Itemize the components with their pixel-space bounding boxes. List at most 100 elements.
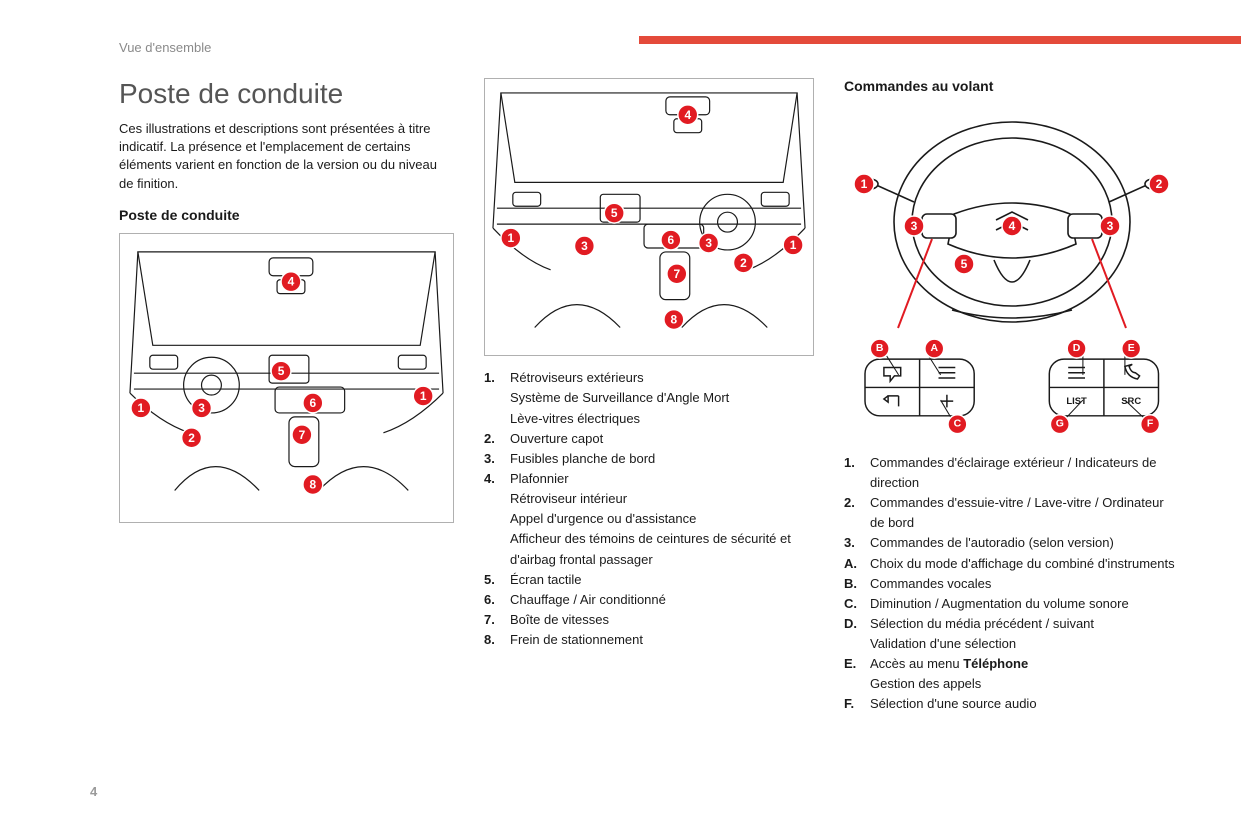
callout-item: 1.Rétroviseurs extérieursSystème de Surv…	[484, 368, 814, 428]
callout-item: 5.Écran tactile	[484, 570, 814, 590]
callout-item: C.Diminution / Augmentation du volume so…	[844, 594, 1179, 614]
callout-line: Plafonnier	[510, 469, 814, 489]
callout-item: A.Choix du mode d'affichage du combiné d…	[844, 554, 1179, 574]
svg-text:4: 4	[684, 108, 691, 122]
callout-marker: 1.	[844, 453, 870, 493]
svg-text:6: 6	[668, 233, 675, 247]
callout-body: Rétroviseurs extérieursSystème de Survei…	[510, 368, 814, 428]
callout-line: Diminution / Augmentation du volume sono…	[870, 594, 1179, 614]
svg-text:E: E	[1127, 343, 1134, 354]
callout-line: Sélection du média précédent / suivant	[870, 614, 1179, 634]
callout-body: Sélection du média précédent / suivantVa…	[870, 614, 1179, 654]
callout-line: Commandes de l'autoradio (selon version)	[870, 533, 1179, 553]
callout-line: Frein de stationnement	[510, 630, 814, 650]
column-1: Poste de conduite Ces illustrations et d…	[119, 78, 454, 715]
callout-item: D.Sélection du média précédent / suivant…	[844, 614, 1179, 654]
callout-item: E.Accès au menu TéléphoneGestion des app…	[844, 654, 1179, 694]
svg-text:3: 3	[911, 219, 918, 233]
callout-body: Fusibles planche de bord	[510, 449, 814, 469]
callout-marker: F.	[844, 694, 870, 714]
callout-marker: C.	[844, 594, 870, 614]
svg-text:7: 7	[674, 267, 681, 281]
control-pad-left-figure: B A C	[844, 336, 1002, 437]
col3-subhead: Commandes au volant	[844, 78, 1179, 94]
header-accent-bar	[639, 36, 1241, 44]
callout-body: Choix du mode d'affichage du combiné d'i…	[870, 554, 1179, 574]
svg-text:8: 8	[310, 477, 317, 491]
page-body: Poste de conduite Ces illustrations et d…	[119, 78, 1169, 715]
callout-marker: 1.	[484, 368, 510, 428]
svg-text:LIST: LIST	[1066, 396, 1087, 407]
control-pad-left-svg: B A C	[844, 336, 1002, 437]
column-3: Commandes au volant	[844, 78, 1179, 715]
svg-text:3: 3	[198, 401, 205, 415]
callout-item: 7.Boîte de vitesses	[484, 610, 814, 630]
svg-text:1: 1	[508, 231, 515, 245]
callout-line: Boîte de vitesses	[510, 610, 814, 630]
svg-text:4: 4	[1009, 219, 1016, 233]
svg-text:1: 1	[138, 401, 145, 415]
callout-marker: B.	[844, 574, 870, 594]
callout-item: 2.Commandes d'essuie-vitre / Lave-vitre …	[844, 493, 1179, 533]
callout-body: Frein de stationnement	[510, 630, 814, 650]
svg-text:7: 7	[299, 428, 306, 442]
steering-wheel-figure: 123435	[844, 104, 1179, 330]
callout-marker: 5.	[484, 570, 510, 590]
callout-item: B.Commandes vocales	[844, 574, 1179, 594]
callout-body: PlafonnierRétroviseur intérieurAppel d'u…	[510, 469, 814, 570]
callout-marker: 3.	[844, 533, 870, 553]
callout-line: Sélection d'une source audio	[870, 694, 1179, 714]
callout-item: F.Sélection d'une source audio	[844, 694, 1179, 714]
callout-marker: D.	[844, 614, 870, 654]
dashboard-callout-list: 1.Rétroviseurs extérieursSystème de Surv…	[484, 368, 814, 650]
callout-marker: 8.	[484, 630, 510, 650]
callout-line: Commandes d'essuie-vitre / Lave-vitre / …	[870, 493, 1179, 533]
callout-line: Chauffage / Air conditionné	[510, 590, 814, 610]
intro-paragraph: Ces illustrations et descriptions sont p…	[119, 120, 454, 193]
control-pad-row: BAC LISTSRC DEGF	[844, 336, 1179, 437]
callout-marker: 2.	[484, 429, 510, 449]
callout-item: 8.Frein de stationnement	[484, 630, 814, 650]
callout-body: Sélection d'une source audio	[870, 694, 1179, 714]
callout-body: Boîte de vitesses	[510, 610, 814, 630]
callout-marker: 2.	[844, 493, 870, 533]
callout-body: Commandes d'essuie-vitre / Lave-vitre / …	[870, 493, 1179, 533]
callout-line: Lève-vitres électriques	[510, 409, 814, 429]
callout-line: Commandes d'éclairage extérieur / Indica…	[870, 453, 1179, 493]
steering-wheel-svg: 123435	[844, 104, 1179, 330]
svg-text:4: 4	[288, 274, 295, 288]
svg-text:C: C	[954, 419, 962, 430]
callout-line: Système de Surveillance d'Angle Mort	[510, 388, 814, 408]
callout-marker: 4.	[484, 469, 510, 570]
callout-item: 6.Chauffage / Air conditionné	[484, 590, 814, 610]
svg-text:2: 2	[188, 431, 195, 445]
svg-text:A: A	[931, 343, 939, 354]
dashboard-rhd-svg: 4153623178	[485, 79, 813, 355]
callout-item: 2.Ouverture capot	[484, 429, 814, 449]
callout-line: Appel d'urgence ou d'assistance	[510, 509, 814, 529]
callout-marker: 3.	[484, 449, 510, 469]
control-pad-right-figure: LISTSRC DEGF	[1022, 336, 1180, 437]
callout-line: Fusibles planche de bord	[510, 449, 814, 469]
callout-body: Ouverture capot	[510, 429, 814, 449]
callout-line: Rétroviseurs extérieurs	[510, 368, 814, 388]
svg-text:B: B	[876, 343, 884, 354]
callout-marker: A.	[844, 554, 870, 574]
svg-text:5: 5	[611, 206, 618, 220]
page-header: Vue d'ensemble	[0, 40, 1241, 58]
dashboard-lhd-figure: 451361278	[119, 233, 454, 523]
callout-line: Écran tactile	[510, 570, 814, 590]
svg-text:G: G	[1055, 419, 1063, 430]
svg-text:3: 3	[1107, 219, 1114, 233]
callout-line: Gestion des appels	[870, 674, 1179, 694]
svg-text:3: 3	[705, 236, 712, 250]
callout-line: Afficheur des témoins de ceintures de sé…	[510, 529, 814, 569]
callout-line: Commandes vocales	[870, 574, 1179, 594]
callout-line: Rétroviseur intérieur	[510, 489, 814, 509]
callout-line: Choix du mode d'affichage du combiné d'i…	[870, 554, 1179, 574]
svg-text:5: 5	[961, 257, 968, 271]
callout-marker: 6.	[484, 590, 510, 610]
control-pad-right-svg: LISTSRC DEGF	[1022, 336, 1180, 437]
callout-line: Ouverture capot	[510, 429, 814, 449]
col1-subhead: Poste de conduite	[119, 207, 454, 223]
